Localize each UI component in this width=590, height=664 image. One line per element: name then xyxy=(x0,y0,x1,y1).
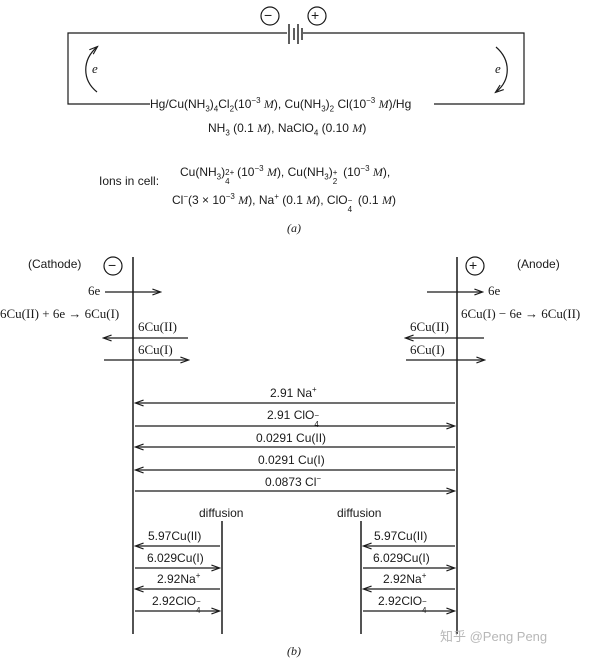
circuit-wire xyxy=(67,32,287,105)
migration-label-clo4: 2.91 ClO 4− xyxy=(267,408,320,429)
diffusion-left-label-na: 2.92Na+ xyxy=(157,571,201,587)
plus-sign: + xyxy=(311,7,320,23)
diffusion-right-label-cu1: 6.029Cu(I) xyxy=(373,551,430,565)
anode-label: (Anode) xyxy=(517,257,560,271)
electron-label-left: e xyxy=(92,61,98,76)
electron-arc-left xyxy=(85,47,97,93)
minus-sign: − xyxy=(264,7,273,23)
watermark: 知乎 @Peng Peng xyxy=(440,629,548,644)
cell-notation-line2: NH3 (0.1 M), NaClO4 (0.10 M) xyxy=(208,121,367,138)
migration-label-cl: 0.0873 Cl− xyxy=(265,474,322,490)
diffusion-left-label-cu1: 6.029Cu(I) xyxy=(147,551,204,565)
migration-label-cu1: 0.0291 Cu(I) xyxy=(258,453,325,467)
diffusion-label-left: diffusion xyxy=(199,506,244,520)
ions-in-cell-label: Ions in cell: xyxy=(99,174,160,188)
anode-sign: + xyxy=(469,257,478,273)
caption-a: (a) xyxy=(287,221,301,235)
cathode-sign-circle xyxy=(103,256,123,276)
diffusion-right-label-clo4: 2.92ClO 4− xyxy=(378,594,427,615)
diffusion-right-label-cu2: 5.97Cu(II) xyxy=(374,529,428,543)
anode-reaction: 6Cu(I) − 6e → 6Cu(II) xyxy=(461,306,581,321)
diffusion-label-right: diffusion xyxy=(337,506,382,520)
diffusion-left-label-clo4: 2.92ClO 4− xyxy=(152,594,201,615)
electron-arc-right xyxy=(496,46,508,92)
left-cu1-label: 6Cu(I) xyxy=(138,342,173,357)
plus-terminal-circle xyxy=(307,6,327,26)
ions-line2: Cl−(3 × 10−3 M), Na+ (0.1 M), ClO 4− (0.1… xyxy=(172,192,396,214)
cathode-sign: − xyxy=(108,257,117,273)
minus-terminal-circle xyxy=(260,6,280,26)
cathode-label: (Cathode) xyxy=(28,257,82,271)
right-cu2-label: 6Cu(II) xyxy=(410,319,449,334)
cathode-reaction: 6Cu(II) + 6e → 6Cu(I) xyxy=(0,306,120,321)
electron-label-right: e xyxy=(495,61,501,76)
right-6e-label: 6e xyxy=(488,283,501,298)
migration-label-cu2: 0.0291 Cu(II) xyxy=(256,431,327,445)
left-6e-label: 6e xyxy=(88,283,101,298)
right-cu1-label: 6Cu(I) xyxy=(410,342,445,357)
diffusion-left-label-cu2: 5.97Cu(II) xyxy=(148,529,202,543)
left-cu2-label: 6Cu(II) xyxy=(138,319,177,334)
circuit-wire-right xyxy=(303,32,525,105)
cell-notation-line1: Hg/Cu(NH3)4Cl2(10−3 M), Cu(NH3)2 Cl(10−3… xyxy=(150,96,412,114)
diffusion-right-label-na: 2.92Na+ xyxy=(383,571,427,587)
ions-line1: Cu(NH3) 4 2+ (10−3 M), Cu(NH3) 2 + (10−3 M), xyxy=(180,164,391,186)
caption-b: (b) xyxy=(287,644,301,658)
anode-sign-circle xyxy=(465,256,485,276)
migration-label-na: 2.91 Na+ xyxy=(270,385,317,401)
